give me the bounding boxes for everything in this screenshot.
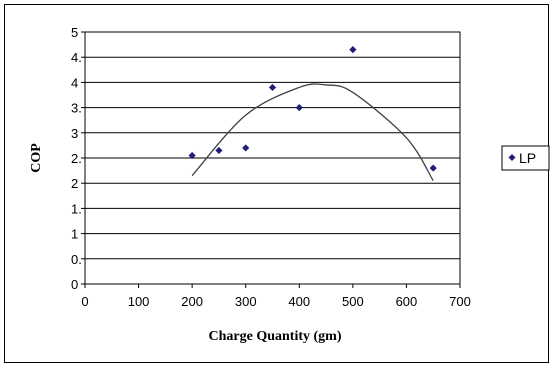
x-tick-labels: 0 100 200 300 400 500 600 700 bbox=[81, 284, 471, 309]
x-tick-label: 100 bbox=[128, 294, 150, 309]
trendline-layer bbox=[191, 83, 434, 182]
data-point bbox=[268, 83, 277, 92]
x-axis-title: Charge Quantity (gm) bbox=[209, 329, 342, 344]
data-point bbox=[242, 144, 250, 152]
y-tick-label: 3 bbox=[71, 126, 78, 141]
x-tick-label: 400 bbox=[288, 294, 310, 309]
legend-label-lp: LP bbox=[519, 150, 536, 166]
y-tick-label: 2 bbox=[71, 176, 78, 191]
x-tick-label: 0 bbox=[81, 294, 88, 309]
y-tick-label: 0. bbox=[71, 252, 82, 267]
legend: LP bbox=[501, 145, 550, 171]
y-tick-label: 0 bbox=[71, 277, 78, 292]
y-tick-labels: 0 0. 1 1. 2 2. 3 3. 4 4. 5 bbox=[71, 25, 85, 292]
data-points bbox=[188, 46, 437, 172]
x-tick-label: 600 bbox=[396, 294, 418, 309]
y-tick-label: 2. bbox=[71, 151, 82, 166]
x-tick-label: 300 bbox=[235, 294, 257, 309]
data-point bbox=[215, 146, 223, 155]
y-tick-label: 4 bbox=[71, 75, 78, 90]
x-tick-label: 700 bbox=[449, 294, 471, 309]
y-tick-label: 4. bbox=[71, 50, 82, 65]
x-tick-label: 200 bbox=[181, 294, 203, 309]
data-point bbox=[429, 164, 437, 172]
y-tick-label: 5 bbox=[71, 25, 78, 40]
legend-marker-icon bbox=[508, 154, 516, 161]
y-tick-label: 3. bbox=[71, 101, 82, 116]
data-point bbox=[188, 151, 196, 160]
y-tick-label: 1. bbox=[71, 201, 82, 216]
data-point bbox=[349, 46, 357, 54]
x-tick-label: 500 bbox=[342, 294, 364, 309]
gridlines bbox=[85, 56, 460, 260]
data-point bbox=[295, 104, 303, 112]
trendline bbox=[191, 83, 434, 182]
y-tick-label: 1 bbox=[71, 227, 78, 242]
y-axis-title: COP bbox=[29, 143, 44, 173]
